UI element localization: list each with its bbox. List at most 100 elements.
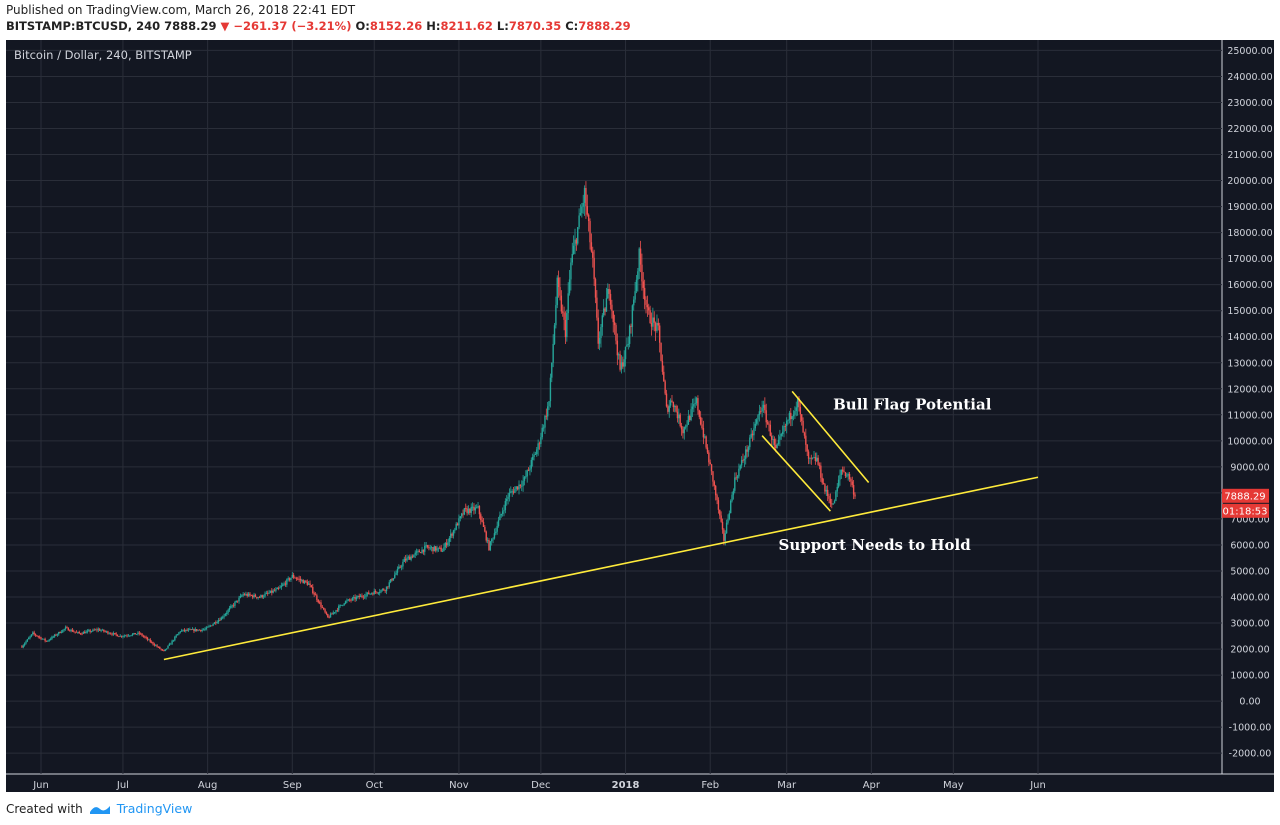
candle-body <box>749 437 751 448</box>
candle-body <box>807 451 810 459</box>
candle-body <box>626 344 628 347</box>
candle-body <box>362 596 365 598</box>
candle-body <box>23 643 26 646</box>
candle-body <box>537 443 539 450</box>
candle-body <box>814 457 817 461</box>
candle-body <box>850 479 852 482</box>
candle-body <box>447 541 449 546</box>
plot-background[interactable] <box>6 40 1222 774</box>
candle-body <box>462 513 464 515</box>
flag-lower <box>761 435 831 512</box>
candle-body <box>695 398 698 404</box>
candle-body <box>138 632 141 634</box>
price-axis[interactable] <box>1222 40 1274 774</box>
candle-body <box>333 612 336 614</box>
candle-body <box>583 187 586 203</box>
candle-body <box>211 625 213 627</box>
candle-body <box>123 635 126 637</box>
candle-body <box>272 590 274 593</box>
candle-body <box>536 449 538 455</box>
candle-body <box>250 595 253 596</box>
candle-body <box>694 403 696 405</box>
candle-body <box>477 505 479 508</box>
candle-body <box>38 636 41 638</box>
candle-body <box>391 579 393 581</box>
candle-body <box>174 636 176 641</box>
candle-body <box>297 578 299 580</box>
candle-body <box>247 593 250 596</box>
candle-body <box>448 537 451 542</box>
candle-body <box>419 552 422 554</box>
candle-body <box>115 633 117 635</box>
candle-body <box>343 603 345 605</box>
candle-body <box>794 411 796 415</box>
candle-body <box>140 633 142 635</box>
down-arrow-icon: ▼ <box>220 19 230 33</box>
candle-body <box>264 593 266 597</box>
candle-body <box>548 401 550 407</box>
candle-body <box>624 346 627 360</box>
candle-body <box>519 484 522 487</box>
candle-body <box>527 470 530 472</box>
low-label: L: <box>496 19 509 33</box>
y-tick-label: 1000.00 <box>1230 671 1269 682</box>
candle-body <box>370 593 373 595</box>
candle-body <box>582 202 584 207</box>
candle-body <box>557 277 560 288</box>
candle-body <box>160 648 162 650</box>
candle-body <box>806 444 808 452</box>
candle-body <box>258 597 261 599</box>
candle-body <box>757 415 759 420</box>
candle-body <box>652 317 654 327</box>
candle-body <box>182 629 184 631</box>
candle-body <box>840 469 843 476</box>
candle-body <box>85 631 87 634</box>
candle-body <box>317 599 319 603</box>
time-axis[interactable] <box>6 774 1274 792</box>
candle-body <box>346 600 348 602</box>
candle-body <box>450 533 452 538</box>
candle-body <box>787 419 789 421</box>
chart-title: Bitcoin / Dollar, 240, BITSTAMP <box>14 48 192 62</box>
candle-body <box>183 629 186 631</box>
candle-body <box>813 457 815 458</box>
last-price-badge-text: 7888.29 <box>1224 491 1265 502</box>
candle-body <box>562 311 564 313</box>
candle-body <box>114 633 116 634</box>
candle-body <box>835 491 837 502</box>
candle-body <box>245 594 247 596</box>
candle-body <box>525 476 527 478</box>
tradingview-brand[interactable]: TradingView <box>116 801 193 816</box>
candle-body <box>267 592 269 594</box>
candle-body <box>668 405 670 412</box>
x-tick-label: Jun <box>32 780 49 791</box>
candle-body <box>803 432 806 436</box>
candle-body <box>460 513 463 517</box>
candle-body <box>118 636 120 638</box>
annotation-text: Bull Flag Potential <box>833 396 992 414</box>
candle-body <box>578 215 580 228</box>
candle-body <box>103 629 105 632</box>
candle-body <box>135 634 138 635</box>
y-tick-label: 2000.00 <box>1230 645 1269 656</box>
candle-body <box>465 508 467 509</box>
candle-body <box>148 639 150 641</box>
open-label: O: <box>355 19 370 33</box>
candle-body <box>41 638 44 640</box>
candle-body <box>404 558 407 561</box>
candle-body <box>71 629 74 632</box>
candle-body <box>675 406 677 412</box>
candle-body <box>825 489 828 492</box>
candle-body <box>501 511 504 514</box>
candle-body <box>851 481 853 485</box>
candle-body <box>854 494 856 497</box>
candle-body <box>604 308 606 312</box>
candle-body <box>51 636 53 640</box>
candle-body <box>165 648 168 650</box>
candle-body <box>60 632 63 633</box>
candle-body <box>732 490 735 495</box>
x-tick-labels: Jun Jul Aug Sep Oct Nov Dec 2018 Feb Mar Apr May Jun <box>32 780 1046 791</box>
y-tick-label: 25000.00 <box>1227 46 1272 57</box>
candle-body <box>112 633 115 635</box>
